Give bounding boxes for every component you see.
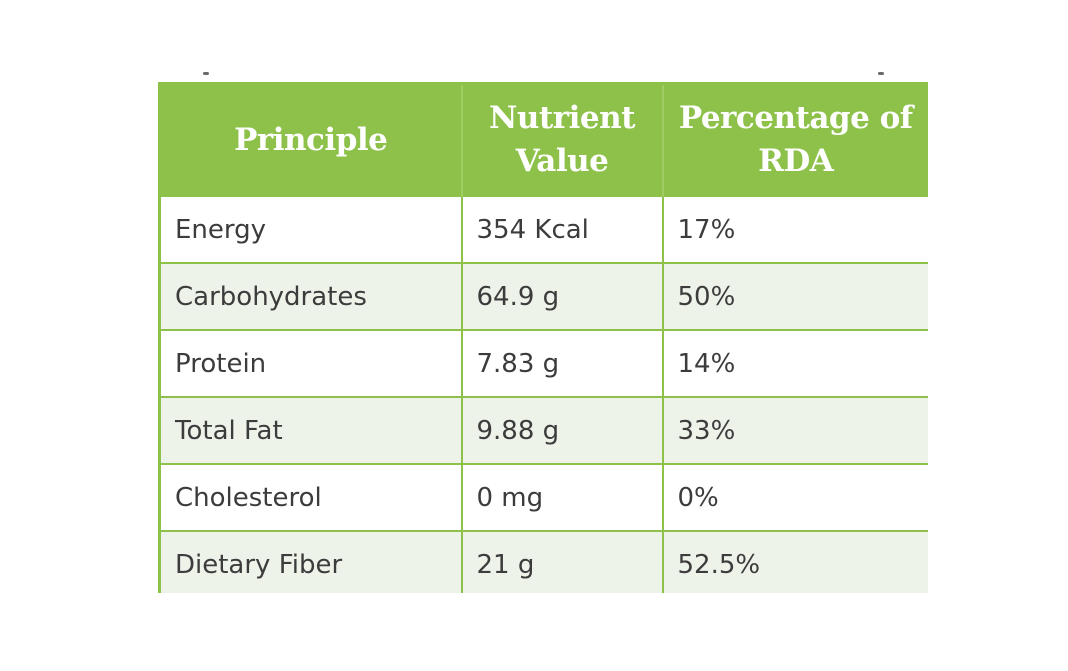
header-principle: Principle: [158, 83, 463, 196]
cell-nutrient-value: 0 mg: [460, 463, 664, 532]
cell-nutrient-value: 354 Kcal: [460, 195, 664, 264]
header-nutrient-value: Nutrient Value: [460, 83, 664, 196]
cell-principle: Dietary Fiber: [158, 530, 463, 593]
right-edge-mark: [878, 72, 884, 75]
table-row: Protein 7.83 g 14%: [158, 329, 928, 398]
table-row: Total Fat 9.88 g 33%: [158, 396, 928, 465]
cell-percentage: 33%: [661, 396, 928, 465]
cell-nutrient-value: 21 g: [460, 530, 664, 593]
nutrition-table: Principle Nutrient Value Percentage of R…: [158, 82, 928, 593]
table-row: Cholesterol 0 mg 0%: [158, 463, 928, 532]
table-row: Energy 354 Kcal 17%: [158, 195, 928, 264]
cell-percentage: 50%: [661, 262, 928, 331]
cell-principle: Total Fat: [158, 396, 463, 465]
cell-nutrient-value: 7.83 g: [460, 329, 664, 398]
nutrition-table-frame: Principle Nutrient Value Percentage of R…: [158, 82, 928, 593]
cell-principle: Energy: [158, 195, 463, 264]
cell-principle: Protein: [158, 329, 463, 398]
cell-principle: Cholesterol: [158, 463, 463, 532]
table-row: Dietary Fiber 21 g 52.5%: [158, 530, 928, 593]
cell-percentage: 17%: [661, 195, 928, 264]
cell-nutrient-value: 9.88 g: [460, 396, 664, 465]
table-header: Principle Nutrient Value Percentage of R…: [158, 83, 928, 196]
cell-principle: Carbohydrates: [158, 262, 463, 331]
table-row: Carbohydrates 64.9 g 50%: [158, 262, 928, 331]
cell-percentage: 14%: [661, 329, 928, 398]
header-percentage-of-rda: Percentage of RDA: [661, 83, 928, 196]
header-row: Principle Nutrient Value Percentage of R…: [158, 83, 928, 196]
cell-nutrient-value: 64.9 g: [460, 262, 664, 331]
cell-percentage: 0%: [661, 463, 928, 532]
table-body: Energy 354 Kcal 17% Carbohydrates 64.9 g…: [158, 195, 928, 593]
left-edge-mark: [203, 72, 209, 75]
cell-percentage: 52.5%: [661, 530, 928, 593]
